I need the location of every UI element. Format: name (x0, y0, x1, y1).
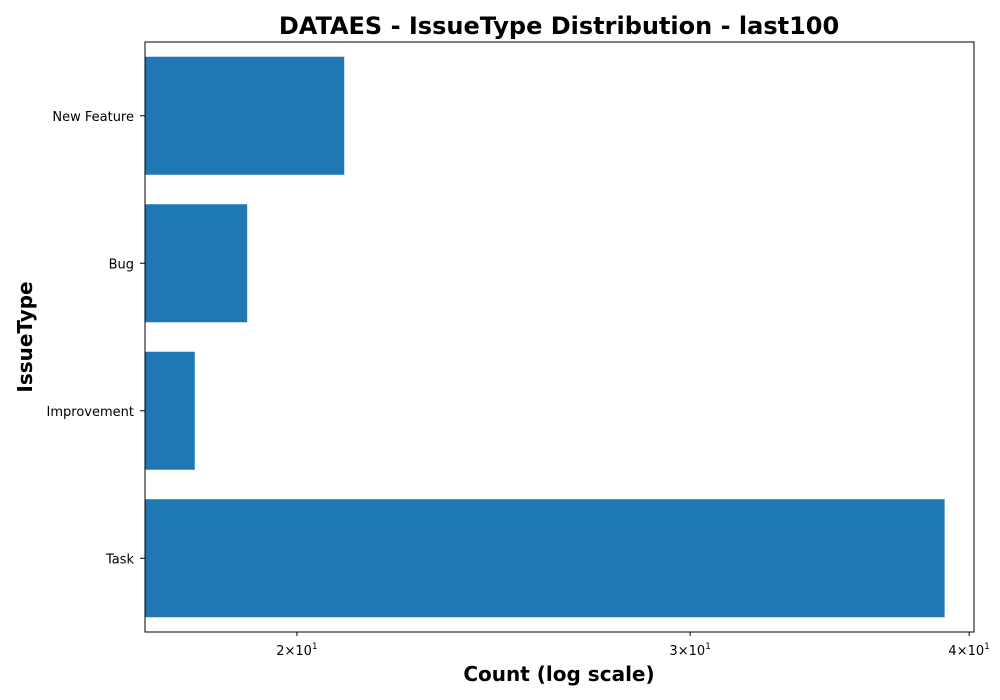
bar-bug (145, 204, 248, 323)
x-tick-label: 2×101 (276, 642, 317, 659)
x-tick-label: 3×101 (669, 642, 710, 659)
bar-improvement (145, 351, 195, 470)
y-tick-label: Task (105, 552, 135, 567)
bar-task (145, 499, 945, 618)
bars-group (145, 56, 945, 618)
x-axis-ticks: 2×101 3×101 4×101 (276, 632, 990, 659)
y-axis-ticks: New Feature Bug Improvement Task (47, 110, 145, 567)
plot-frame (144, 41, 975, 633)
y-tick-label: New Feature (52, 110, 134, 125)
bar-new-feature (145, 56, 345, 175)
y-tick-label: Improvement (47, 405, 134, 420)
x-axis-label: Count (log scale) (463, 662, 654, 686)
chart-title: DATAES - IssueType Distribution - last10… (279, 12, 839, 40)
y-tick-label: Bug (109, 257, 134, 272)
y-axis-label: IssueType (13, 281, 37, 392)
x-tick-label: 4×101 (948, 642, 989, 659)
